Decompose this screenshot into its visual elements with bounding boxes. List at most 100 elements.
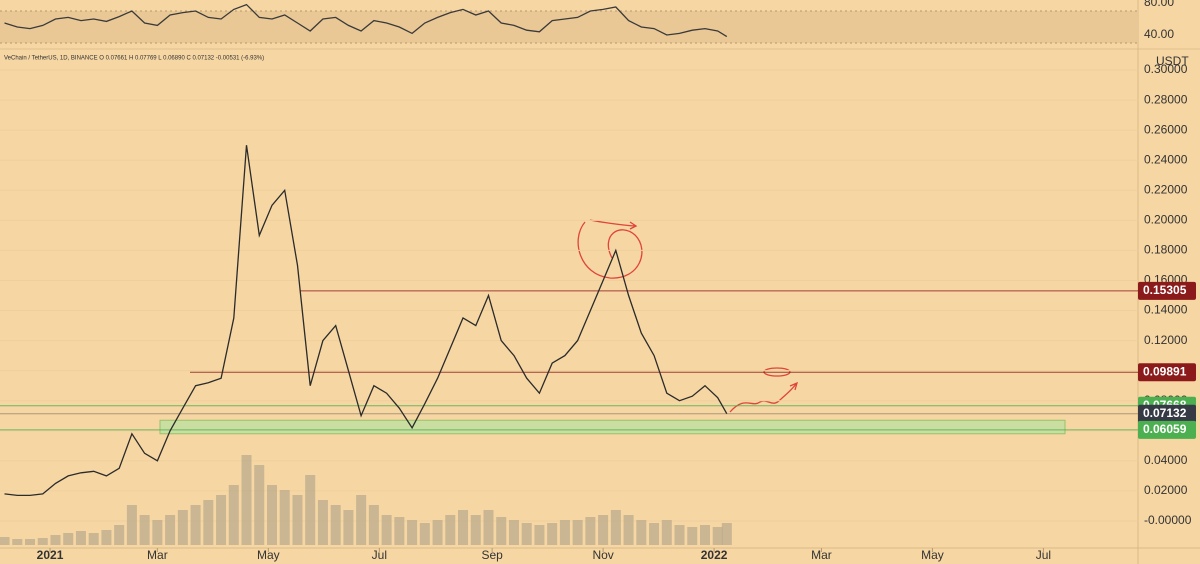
volume-bar (317, 500, 328, 545)
volume-bar (674, 525, 685, 545)
volume-bar (636, 520, 647, 545)
level-box (1138, 404, 1196, 423)
volume-bar (572, 520, 583, 545)
volume-bar (419, 523, 430, 545)
volume-bar (0, 537, 10, 545)
y-tick-label: 0.26000 (1144, 122, 1188, 136)
volume-bar (25, 539, 36, 545)
volume-bar (254, 465, 265, 545)
volume-bar (356, 495, 367, 545)
volume-bar (407, 520, 418, 545)
rsi-tick-label: 80.00 (1144, 0, 1174, 9)
y-tick-label: 0.24000 (1144, 152, 1188, 166)
volume-bar (216, 495, 227, 545)
annotation-path (729, 381, 799, 413)
volume-bar (88, 533, 99, 545)
volume-bar (12, 539, 23, 545)
volume-bar (101, 530, 112, 545)
level-box (1138, 363, 1196, 382)
volume-bar (330, 505, 341, 545)
x-tick-label: Jul (372, 548, 387, 562)
volume-bar (368, 505, 379, 545)
volume-bar (721, 523, 732, 545)
annotation-circle (577, 221, 643, 279)
volume-bar (470, 515, 481, 545)
volume-bar (37, 538, 48, 545)
level-label: 0.15305 (1143, 283, 1187, 297)
volume-bar (649, 523, 660, 545)
rsi-line (4, 3, 728, 38)
volume-bar (521, 523, 532, 545)
volume-bar (305, 475, 316, 545)
x-tick-label: Sep (481, 548, 503, 562)
volume-bar (712, 527, 723, 545)
volume-bar (445, 515, 456, 545)
x-tick-label: May (257, 548, 280, 562)
volume-bar (177, 510, 188, 545)
x-tick-label: 2022 (701, 548, 728, 562)
level-box (1138, 420, 1196, 439)
volume-bar (394, 517, 405, 545)
level-label: 0.07132 (1143, 406, 1187, 420)
volume-bar (279, 490, 290, 545)
volume-bar (381, 515, 392, 545)
level-label: 0.06059 (1143, 422, 1187, 436)
volume-bar (266, 485, 277, 545)
volume-bar (139, 515, 150, 545)
volume-bar (661, 520, 672, 545)
volume-bar (547, 523, 558, 545)
volume-bar (241, 455, 252, 545)
y-tick-label: 0.02000 (1144, 483, 1188, 497)
volume-bar (496, 517, 507, 545)
y-tick-label: 0.04000 (1144, 453, 1188, 467)
volume-bar (343, 510, 354, 545)
volume-bar (508, 520, 519, 545)
volume-bar (228, 485, 239, 545)
volume-bar (559, 520, 570, 545)
volume-bar (50, 535, 61, 545)
x-tick-label: Nov (592, 548, 613, 562)
volume-bar (458, 510, 469, 545)
volume-bar (63, 533, 74, 545)
volume-bar (432, 520, 443, 545)
y-tick-label: 0.14000 (1144, 303, 1188, 317)
volume-bar (203, 500, 214, 545)
x-tick-label: Jul (1036, 548, 1051, 562)
rsi-band (0, 11, 1138, 43)
volume-bar (152, 520, 163, 545)
rsi-tick-label: 40.00 (1144, 27, 1174, 41)
volume-bar (699, 525, 710, 545)
volume-bar (598, 515, 609, 545)
volume-bar (75, 531, 86, 545)
x-tick-label: 2021 (37, 548, 64, 562)
volume-bar (190, 505, 201, 545)
x-tick-label: May (921, 548, 944, 562)
volume-bar (623, 515, 634, 545)
volume-bar (114, 525, 125, 545)
volume-bar (292, 495, 303, 545)
level-label: 0.09891 (1143, 364, 1187, 378)
volume-bar (126, 505, 137, 545)
y-tick-label: -0.00000 (1144, 513, 1192, 527)
volume-bar (687, 527, 698, 545)
y-tick-label: 0.12000 (1144, 333, 1188, 347)
y-tick-label: 0.30000 (1144, 62, 1188, 76)
x-tick-label: Mar (147, 548, 168, 562)
currency: USDT (1156, 54, 1189, 68)
y-tick-label: 0.22000 (1144, 182, 1188, 196)
volume-bar (534, 525, 545, 545)
y-tick-label: 0.28000 (1144, 92, 1188, 106)
volume-bar (165, 515, 176, 545)
volume-bar (483, 510, 494, 545)
support-zone (159, 419, 1066, 435)
y-tick-label: 0.20000 (1144, 213, 1188, 227)
level-box (1138, 281, 1196, 300)
volume-bar (610, 510, 621, 545)
legend: VeChain / TetherUS, 1D, BINANCE O 0.0766… (4, 56, 264, 62)
x-tick-label: Mar (811, 548, 832, 562)
volume-bar (585, 517, 596, 545)
y-tick-label: 0.18000 (1144, 243, 1188, 257)
price-line (4, 145, 728, 497)
